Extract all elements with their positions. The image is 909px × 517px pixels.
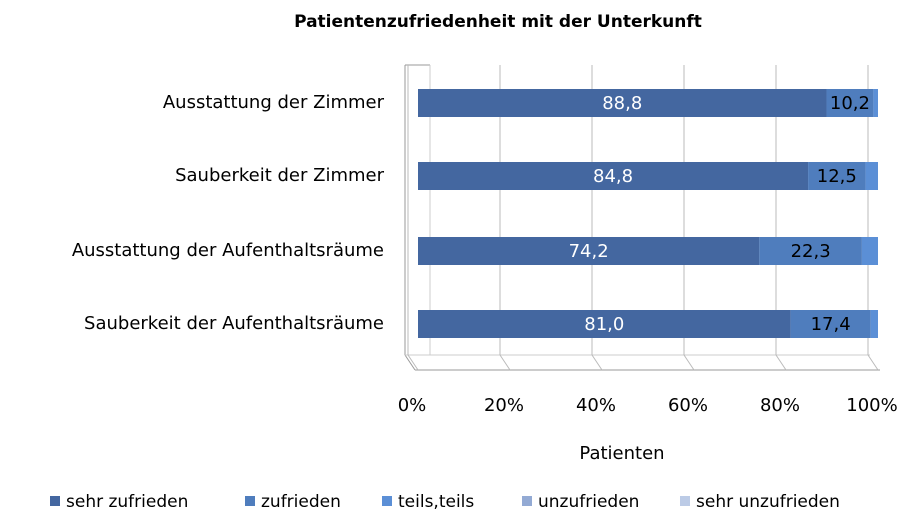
bar-segment	[759, 237, 862, 265]
bar-segment	[790, 310, 871, 338]
legend-swatch	[245, 496, 255, 506]
legend-label: unzufrieden	[538, 492, 639, 512]
bar-segment	[865, 162, 878, 190]
value-label: 88,8	[602, 93, 642, 114]
grid-line	[775, 354, 787, 371]
legend-label: zufrieden	[261, 492, 341, 512]
x-tick-label: 20%	[484, 395, 524, 416]
bar-segment	[873, 89, 878, 117]
bar-segment	[418, 237, 760, 265]
x-tick-label: 80%	[760, 395, 800, 416]
value-label: 84,8	[593, 166, 633, 187]
category-label: Ausstattung der Zimmer	[163, 92, 385, 113]
value-label: 12,5	[817, 166, 857, 187]
grid-line	[867, 354, 879, 371]
value-label: 81,0	[584, 314, 624, 335]
bar-segment	[861, 237, 878, 265]
x-tick-label: 40%	[576, 395, 616, 416]
bar-segment	[418, 310, 791, 338]
x-axis-label: Patienten	[579, 443, 664, 464]
chart-title: Patientenzufriedenheit mit der Unterkunf…	[294, 12, 702, 32]
category-label: Ausstattung der Aufenthaltsräume	[72, 240, 384, 261]
value-label: 74,2	[569, 241, 609, 262]
category-label: Sauberkeit der Aufenthaltsräume	[84, 313, 384, 334]
grid-line	[683, 354, 695, 371]
x-tick-label: 100%	[846, 395, 897, 416]
bar-segment	[418, 162, 809, 190]
x-tick-label: 0%	[398, 395, 427, 416]
bar-segment	[418, 89, 827, 117]
bar-segment	[808, 162, 866, 190]
legend-label: sehr zufrieden	[66, 492, 188, 512]
grid-line	[499, 354, 511, 371]
legend-label: sehr unzufrieden	[696, 492, 840, 512]
frame	[404, 354, 416, 371]
grid-line	[591, 354, 603, 371]
value-label: 22,3	[791, 241, 831, 262]
bar-segment	[870, 310, 878, 338]
x-tick-label: 60%	[668, 395, 708, 416]
value-label: 10,2	[830, 93, 870, 114]
legend-swatch	[382, 496, 392, 506]
bar-segment	[826, 89, 874, 117]
value-label: 17,4	[811, 314, 851, 335]
legend-label: teils,teils	[398, 492, 474, 512]
category-label: Sauberkeit der Zimmer	[175, 165, 384, 186]
legend-swatch	[50, 496, 60, 506]
legend-swatch	[680, 496, 690, 506]
legend-swatch	[522, 496, 532, 506]
grid-line	[407, 354, 419, 371]
